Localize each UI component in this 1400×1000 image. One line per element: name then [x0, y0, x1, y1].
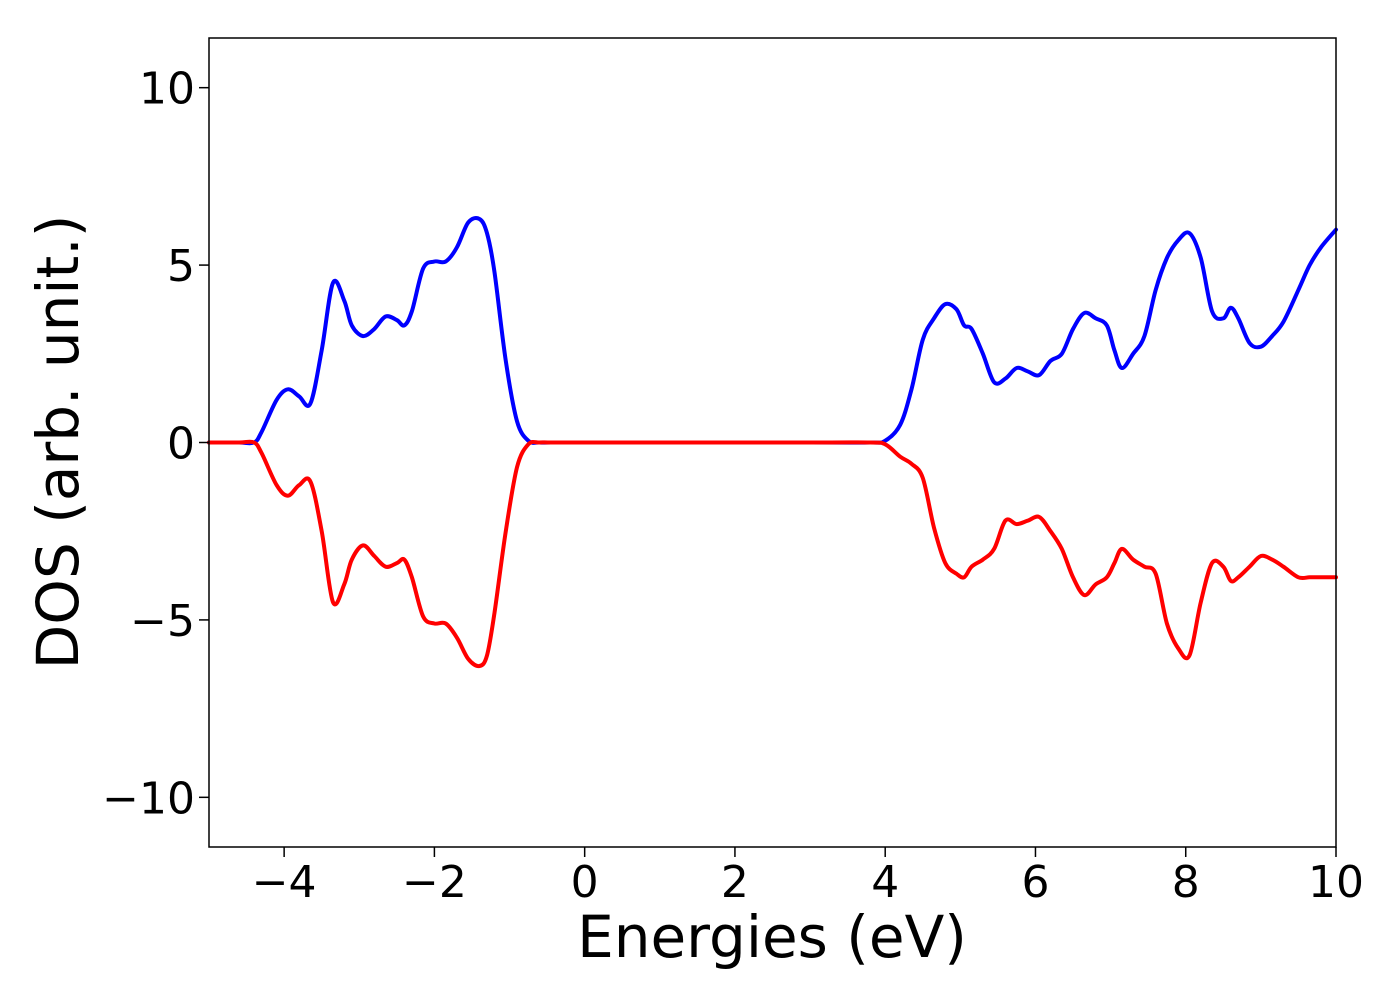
x-tick-label: 0	[571, 857, 599, 908]
x-tick-label: −2	[402, 857, 467, 908]
x-tick-label: 6	[1021, 857, 1049, 908]
series-layer	[207, 216, 1338, 669]
x-tick-label: 10	[1308, 857, 1364, 908]
x-axis: −4 −2 0 2 4 6 8 10	[252, 847, 1364, 908]
y-tick-label: −5	[130, 596, 195, 647]
x-tick-label: 2	[721, 857, 749, 908]
x-tick-label: −4	[252, 857, 317, 908]
x-tick-label: 8	[1172, 857, 1200, 908]
x-tick-label: 4	[871, 857, 899, 908]
y-tick-label: 5	[167, 241, 195, 292]
y-axis-label: DOS (arb. unit.)	[24, 215, 92, 670]
y-tick-label: −10	[102, 773, 195, 824]
y-tick-label: 0	[167, 419, 195, 470]
y-axis: 10 5 0 −5 −10	[102, 64, 209, 824]
series-line-1	[207, 216, 1338, 446]
x-axis-label: Energies (eV)	[577, 903, 967, 971]
y-tick-label: 10	[139, 64, 195, 115]
series-line-2	[207, 439, 1338, 669]
